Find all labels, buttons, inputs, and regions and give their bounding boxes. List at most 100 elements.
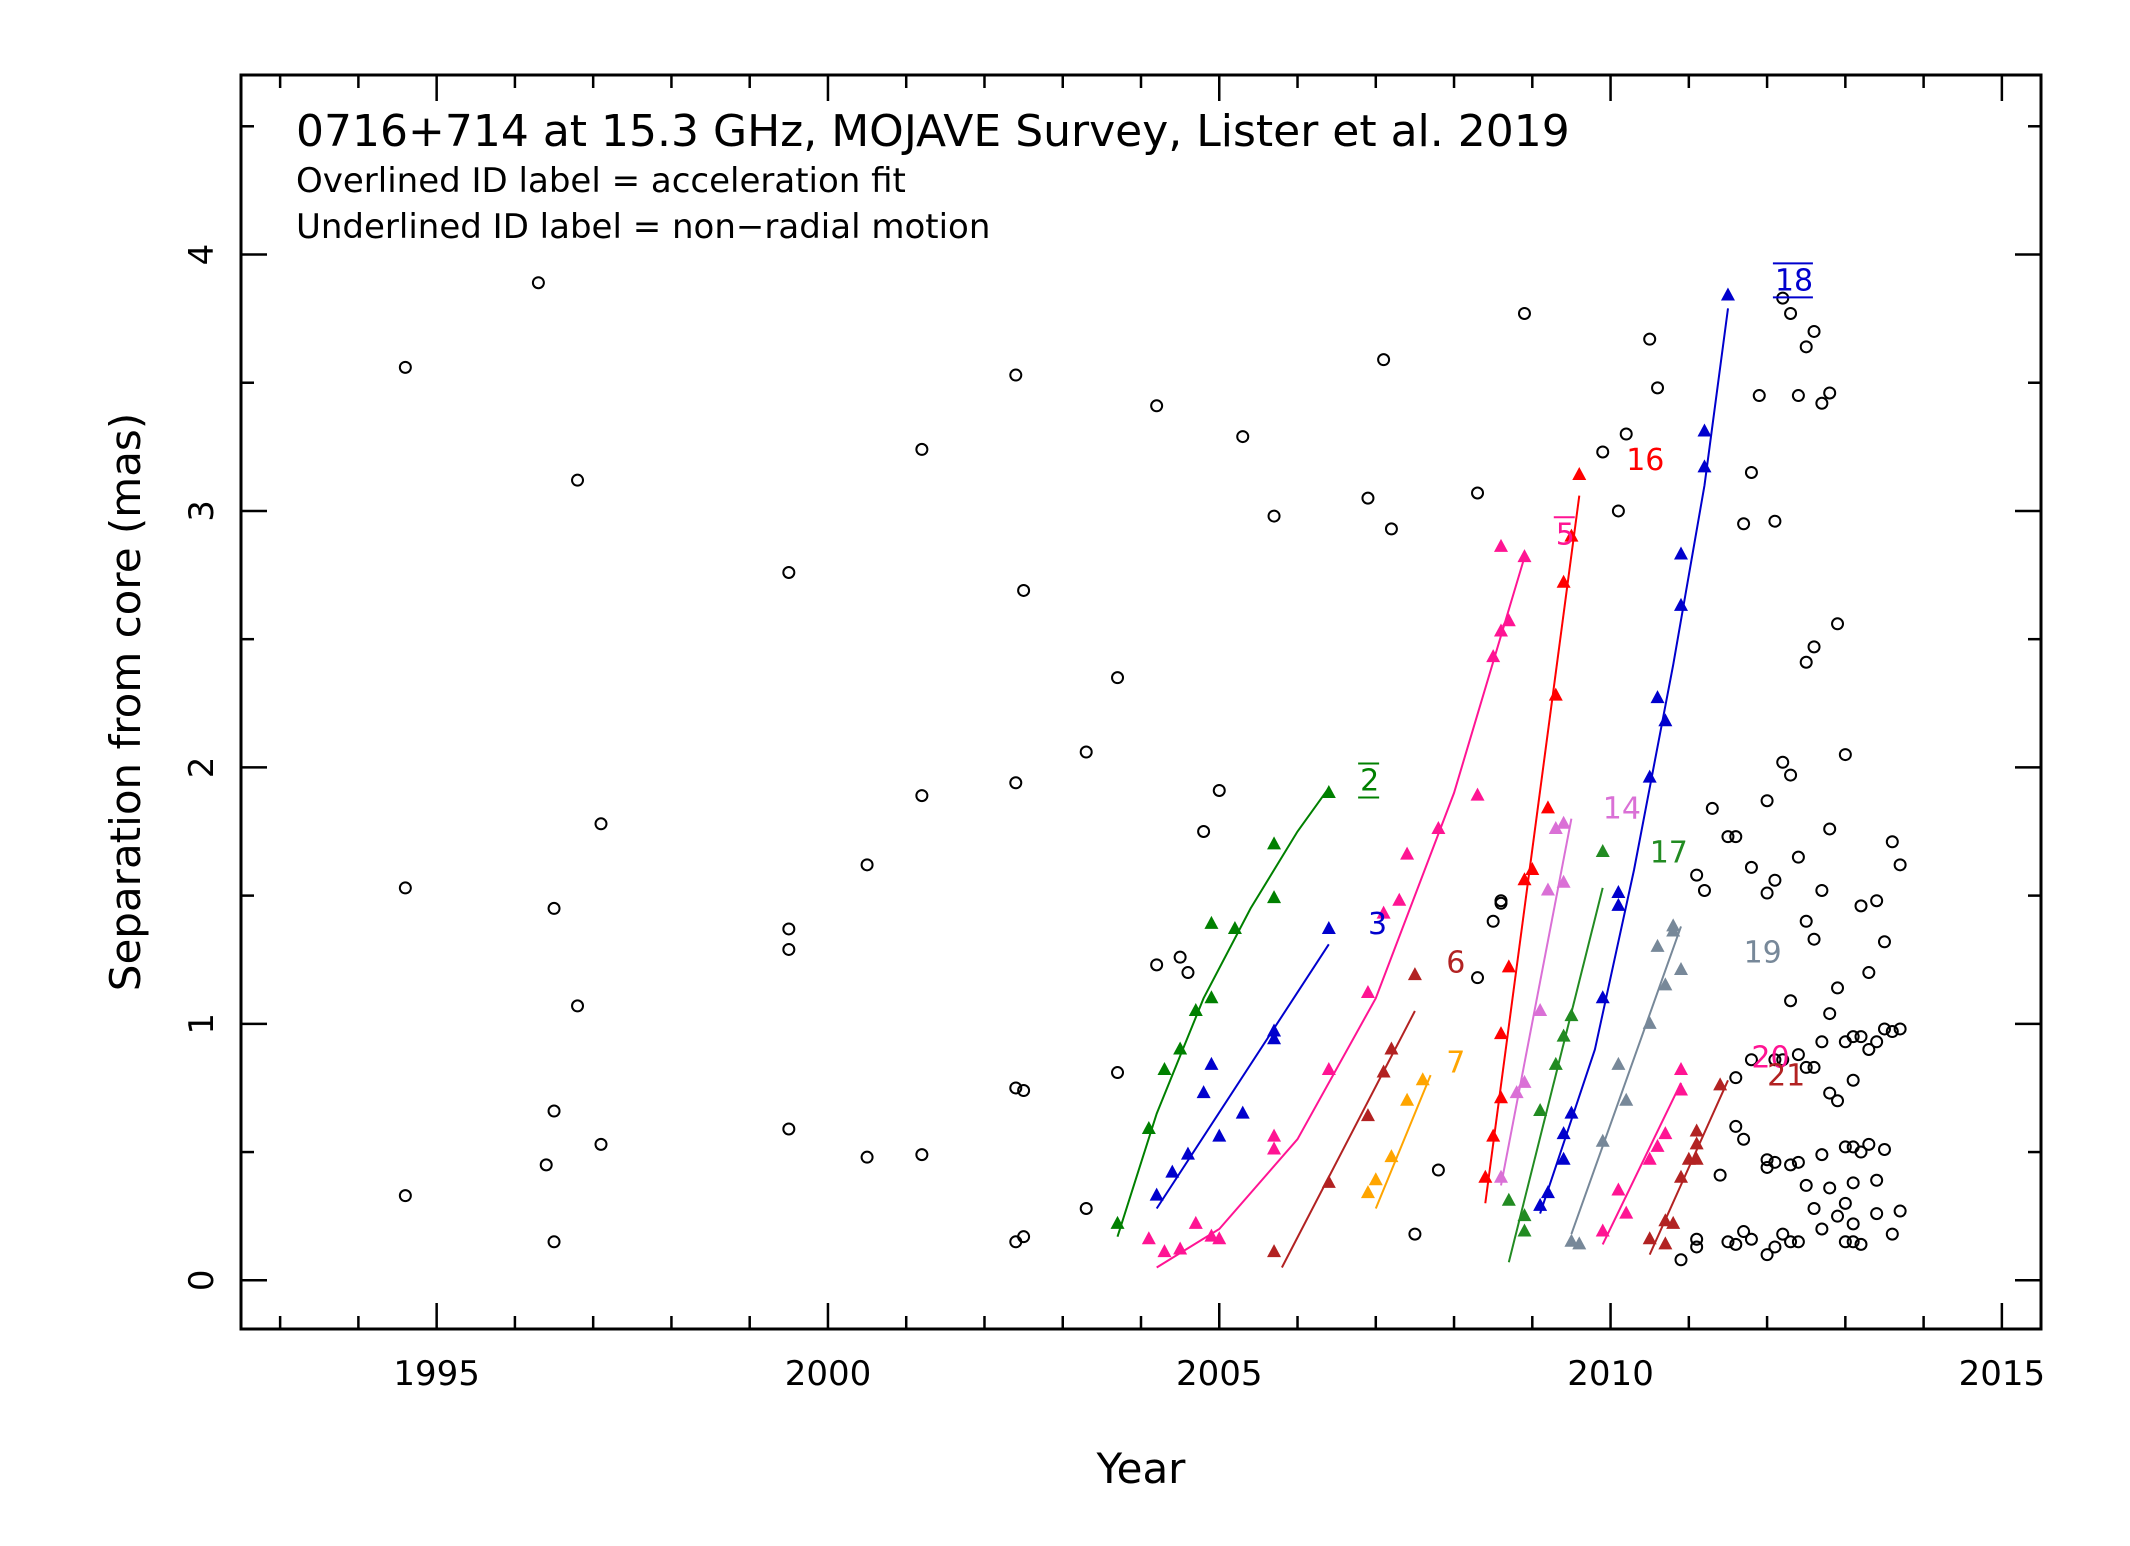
unassigned-point xyxy=(1791,850,1805,864)
unassigned-point xyxy=(1791,1155,1805,1169)
component-19-point xyxy=(1642,1015,1657,1029)
unassigned-point xyxy=(1807,324,1821,338)
component-3-point xyxy=(1149,1187,1164,1201)
unassigned-point xyxy=(1744,1053,1758,1067)
unassigned-point xyxy=(1815,1222,1829,1236)
unassigned-point xyxy=(1862,1137,1876,1151)
unassigned-point xyxy=(1713,1168,1727,1182)
component-2-point xyxy=(1227,920,1242,934)
unassigned-point xyxy=(1150,399,1164,413)
unassigned-point xyxy=(1815,1035,1829,1049)
unassigned-point xyxy=(1870,894,1884,908)
component-label-6: 6 xyxy=(1446,946,1465,981)
component-20-point xyxy=(1674,1082,1688,1096)
component-14-point xyxy=(1556,874,1571,888)
component-3-point xyxy=(1204,1056,1219,1070)
x-tick-label: 2010 xyxy=(1567,1354,1654,1394)
unassigned-point xyxy=(1197,825,1211,839)
unassigned-point xyxy=(1471,971,1485,985)
unassigned-point xyxy=(1744,860,1758,874)
component-6-point xyxy=(1376,1064,1391,1078)
unassigned-point xyxy=(1846,1176,1860,1190)
unassigned-point xyxy=(1471,486,1485,500)
component-17-point xyxy=(1548,1056,1563,1070)
unassigned-point xyxy=(1870,1207,1884,1221)
unassigned-point xyxy=(782,565,796,579)
component-18-point xyxy=(1564,1105,1579,1119)
unassigned-point xyxy=(1611,504,1625,518)
unassigned-point xyxy=(1831,1209,1845,1223)
unassigned-point xyxy=(1799,1178,1813,1192)
component-label-21: 21 xyxy=(1767,1058,1805,1093)
component-7-point xyxy=(1360,1185,1375,1199)
component-16-point xyxy=(1494,1026,1508,1040)
unassigned-point xyxy=(1517,306,1531,320)
x-tick-label: 2000 xyxy=(785,1354,872,1394)
component-5-point xyxy=(1501,613,1516,627)
component-5-point xyxy=(1400,846,1415,860)
unassigned-point xyxy=(1596,445,1610,459)
component-label-3: 3 xyxy=(1368,907,1387,942)
unassigned-point xyxy=(782,1122,796,1136)
unassigned-point xyxy=(1815,396,1829,410)
unassigned-point xyxy=(1384,522,1398,536)
component-3-point xyxy=(1267,1031,1282,1045)
component-16-point xyxy=(1525,861,1540,875)
component-6-point xyxy=(1360,1108,1375,1122)
unassigned-point xyxy=(1494,896,1508,910)
unassigned-point xyxy=(547,1104,561,1118)
unassigned-point xyxy=(1150,958,1164,972)
component-16-point xyxy=(1548,687,1563,701)
unassigned-point xyxy=(1721,1235,1735,1249)
unassigned-point xyxy=(1212,783,1226,797)
chart-title: 0716+714 at 15.3 GHz, MOJAVE Survey, Lis… xyxy=(296,106,1570,157)
unassigned-point xyxy=(1486,914,1500,928)
component-20-point xyxy=(1595,1223,1610,1237)
component-20-point xyxy=(1619,1205,1634,1219)
component-16-point xyxy=(1478,1169,1493,1183)
component-16-point xyxy=(1517,872,1532,886)
unassigned-point xyxy=(398,1189,412,1203)
component-5-point xyxy=(1431,820,1446,834)
unassigned-point xyxy=(1737,1132,1751,1146)
unassigned-point xyxy=(547,901,561,915)
component-2-point xyxy=(1204,990,1219,1004)
unassigned-point xyxy=(1784,1235,1798,1249)
unassigned-point xyxy=(1776,1053,1790,1067)
component-18-point xyxy=(1650,690,1665,704)
fit-line-18 xyxy=(1539,308,1729,1214)
chart-note-non-radial: Underlined ID label = non−radial motion xyxy=(296,207,990,247)
unassigned-point xyxy=(1823,1007,1837,1021)
unassigned-point xyxy=(1877,935,1891,949)
component-3-point xyxy=(1321,920,1336,934)
unassigned-point xyxy=(1784,306,1798,320)
unassigned-point xyxy=(1760,794,1774,808)
unassigned-point xyxy=(571,999,585,1013)
unassigned-point xyxy=(1784,994,1798,1008)
unassigned-point xyxy=(1815,1148,1829,1162)
component-16-point xyxy=(1556,574,1571,588)
unassigned-point xyxy=(1744,1232,1758,1246)
unassigned-point xyxy=(1768,1053,1782,1067)
component-16-point xyxy=(1540,800,1555,814)
unassigned-point xyxy=(1079,745,1093,759)
component-7-point xyxy=(1368,1172,1383,1186)
unassigned-point xyxy=(1690,868,1704,882)
unassigned-point xyxy=(1697,883,1711,897)
unassigned-point xyxy=(1737,517,1751,531)
unassigned-point xyxy=(1729,1237,1743,1251)
component-5-point xyxy=(1204,1228,1219,1242)
unassigned-point xyxy=(1431,1163,1445,1177)
component-5-point xyxy=(1494,538,1508,552)
component-19-point xyxy=(1611,1056,1626,1070)
unassigned-point xyxy=(1377,353,1391,367)
component-19-point xyxy=(1674,961,1688,975)
unassigned-point xyxy=(1823,1181,1837,1195)
component-17-point xyxy=(1517,1208,1532,1222)
component-18-point xyxy=(1642,769,1657,783)
unassigned-point xyxy=(1776,1227,1790,1241)
x-axis-label: Year xyxy=(1096,1444,1187,1493)
component-18-point xyxy=(1674,597,1688,611)
component-label-14: 14 xyxy=(1603,792,1641,827)
unassigned-point xyxy=(1885,1025,1899,1039)
